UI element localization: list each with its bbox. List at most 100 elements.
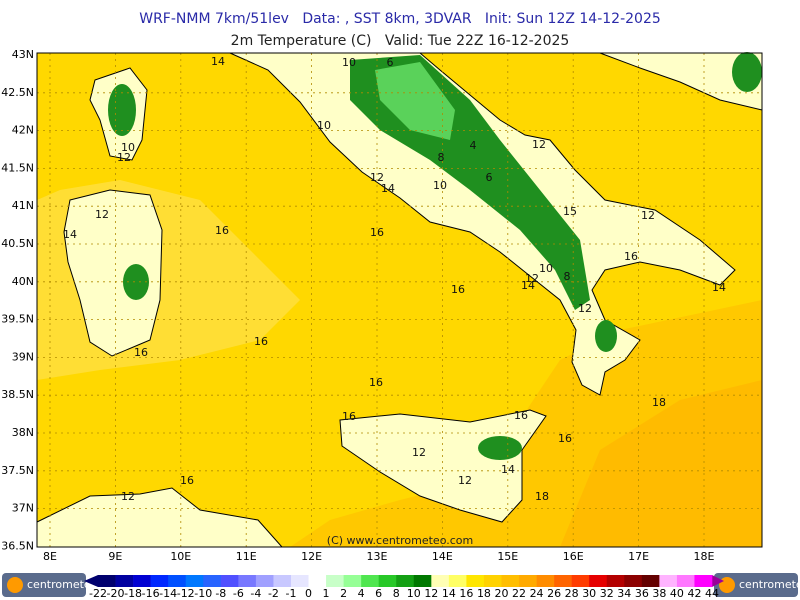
cold-area (478, 436, 522, 460)
colorbar-swatch (448, 575, 467, 587)
colorbar-label: 6 (375, 587, 382, 600)
lat-label: 39N (12, 350, 34, 363)
land-sardinia (63, 189, 163, 357)
colorbar-label: -12 (177, 587, 195, 600)
colorbar-label: -22 (89, 587, 107, 600)
contour-label: 16 (342, 410, 356, 423)
contour-label: 6 (486, 171, 493, 184)
colorbar-swatch (571, 575, 590, 587)
colorbar-swatch (133, 575, 151, 587)
colorbar-swatch (150, 575, 169, 587)
colorbar-label: 44 (705, 587, 719, 600)
colorbar-arrow-left (84, 575, 98, 587)
lat-label: 42.5N (1, 86, 34, 99)
colorbar-label: -16 (142, 587, 160, 600)
contour-label: 14 (211, 55, 225, 68)
colorbar-swatch (203, 575, 222, 587)
cold-area (123, 264, 149, 300)
colorbar-label: 34 (617, 587, 631, 600)
cold-area (375, 62, 455, 140)
contour-label: 16 (134, 346, 148, 359)
contour-label: 10 (342, 56, 356, 69)
contour-label: 10 (317, 119, 331, 132)
colorbar-label: -4 (250, 587, 261, 600)
contour-label: 12 (370, 171, 384, 184)
colorbar-label: 36 (635, 587, 649, 600)
colorbar-swatch (431, 575, 450, 587)
lat-label: 41N (12, 199, 34, 212)
colorbar-swatch (238, 575, 257, 587)
colorbar-label: -14 (159, 587, 177, 600)
colorbar-swatch (483, 575, 502, 587)
colorbar-label: 0 (305, 587, 312, 600)
lon-label: 12E (301, 550, 322, 563)
colorbar-label: 24 (530, 587, 544, 600)
cold-area (595, 320, 617, 352)
contour-label: 16 (451, 283, 465, 296)
colorbar-swatch (536, 575, 555, 587)
graticule (37, 53, 762, 547)
colorbar-swatch (694, 575, 713, 587)
logo-right (714, 573, 798, 597)
colorbar-label: 1 (323, 587, 330, 600)
colorbar-swatch (554, 575, 572, 587)
lat-label: 39.5N (1, 313, 34, 326)
lon-label: 15E (497, 550, 518, 563)
colorbar-label: 22 (512, 587, 526, 600)
colorbar-swatch (98, 575, 116, 587)
logo-left (2, 573, 86, 597)
contour-label: 16 (369, 376, 383, 389)
colorbar-swatch (273, 575, 292, 587)
logo-icon (719, 577, 735, 593)
lat-label: 38.5N (1, 388, 34, 401)
contour-label: 16 (215, 224, 229, 237)
contour-label: 14 (381, 182, 395, 195)
lon-label: 14E (432, 550, 453, 563)
lon-label: 10E (170, 550, 191, 563)
contour-label: 12 (641, 209, 655, 222)
colorbar-label: -8 (215, 587, 226, 600)
colorbar-label: 30 (582, 587, 596, 600)
colorbar-swatch (519, 575, 537, 587)
colorbar-label: -18 (124, 587, 142, 600)
colorbar-swatch (676, 575, 695, 587)
contour-label: 10 (539, 262, 553, 275)
colorbar-label: 28 (565, 587, 579, 600)
colorbar-swatch (466, 575, 485, 587)
colorbar-label: 32 (600, 587, 614, 600)
colorbar-label: 42 (687, 587, 701, 600)
colorbar-label: 20 (494, 587, 508, 600)
colorbar: -22 -20 -18 -16 -14 -12 -10 -8 -6 -4 -2 -1 0 1 2 4 6 8 10 1… (84, 575, 724, 600)
colorbar-swatch (606, 575, 625, 587)
contour-label: 16 (254, 335, 268, 348)
lon-label: 13E (367, 550, 388, 563)
lon-label: 8E (43, 550, 57, 563)
logo-text: centrometeo (27, 578, 98, 591)
colorbar-swatch (326, 575, 344, 587)
colorbar-label: -1 (285, 587, 296, 600)
contour-label: 14 (521, 279, 535, 292)
colorbar-swatch (624, 575, 643, 587)
colorbar-swatch (501, 575, 520, 587)
lat-label: 38N (12, 426, 34, 439)
cold-area (108, 84, 136, 136)
colorbar-label: 10 (407, 587, 421, 600)
warm-zone (560, 380, 762, 547)
contour-label: 18 (652, 396, 666, 409)
contour-label: 10 (433, 179, 447, 192)
contour-label: 14 (63, 228, 77, 241)
contour-label: 12 (412, 446, 426, 459)
subtitle: 2m Temperature (C) Valid: Tue 22Z 16-12-… (231, 33, 570, 49)
contour-label: 16 (180, 474, 194, 487)
colorbar-swatch (290, 575, 309, 587)
colorbar-swatch (168, 575, 187, 587)
lat-label: 42N (12, 124, 34, 137)
colorbar-swatch (659, 575, 678, 587)
contour-label: 16 (370, 226, 384, 239)
contour-label: 12 (578, 302, 592, 315)
colorbar-swatch (255, 575, 274, 587)
colorbar-arrow-right (712, 575, 724, 587)
lat-label: 40N (12, 275, 34, 288)
colorbar-label: -10 (194, 587, 212, 600)
colorbar-swatch (378, 575, 397, 587)
